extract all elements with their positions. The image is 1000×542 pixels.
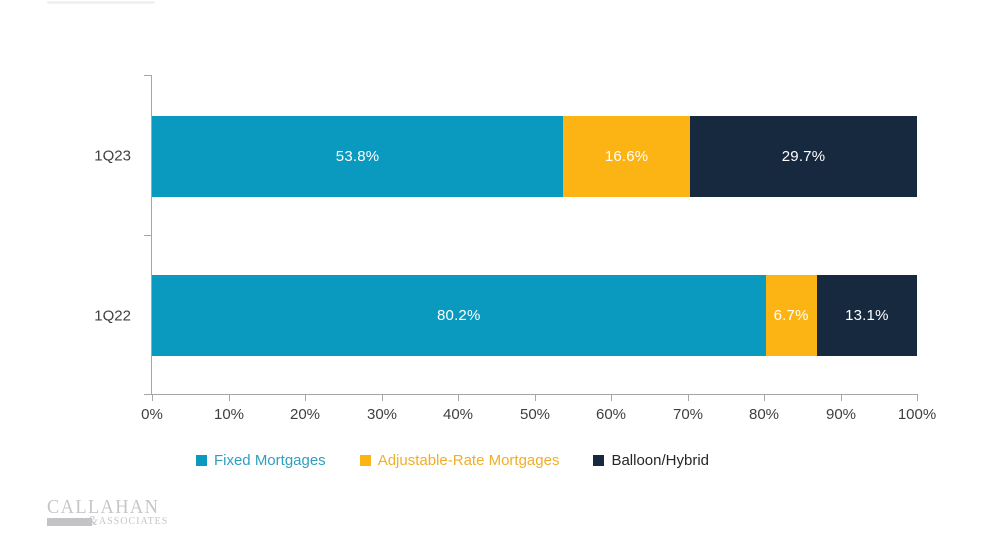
x-axis-tick — [229, 394, 230, 401]
x-axis-tick — [611, 394, 612, 401]
logo-associates-text: ASSOCIATES — [98, 516, 169, 527]
legend-item-fixed-mortgages: Fixed Mortgages — [195, 452, 326, 469]
data-label: 6.7% — [773, 307, 809, 324]
data-label: 13.1% — [845, 307, 889, 324]
legend-swatch-icon — [359, 455, 371, 466]
x-axis-tick — [841, 394, 842, 401]
legend-item-balloon-hybrid: Balloon/Hybrid — [593, 452, 709, 469]
y-axis-tick — [144, 75, 152, 76]
segment-1q22-adjustable-rate-mortgages: 6.7% — [765, 275, 817, 356]
x-axis-tick — [152, 394, 153, 401]
x-axis-tick — [305, 394, 306, 401]
x-axis-tick — [458, 394, 459, 401]
segment-1q23-balloon-hybrid: 29.7% — [690, 116, 917, 197]
data-label: 53.8% — [335, 148, 380, 165]
x-axis-label-40pct: 40% — [442, 406, 474, 423]
plot-area: 53.8% 16.6% 29.7% 80.2% 6.7% 13.1% 0% 10% 20% 30%… — [141, 75, 936, 423]
x-axis-tick — [535, 394, 536, 401]
segment-1q22-balloon-hybrid: 13.1% — [816, 275, 917, 356]
x-axis-label-0pct: 0% — [141, 406, 163, 423]
logo-bar-graphic — [47, 518, 92, 526]
x-axis-label-70pct: 70% — [672, 406, 704, 423]
legend-label: Balloon/Hybrid — [611, 452, 710, 469]
data-label: 80.2% — [436, 307, 481, 324]
category-label-1q23: 1Q23 — [94, 147, 131, 165]
x-axis-label-90pct: 90% — [825, 406, 857, 423]
x-axis-label-10pct: 10% — [213, 406, 245, 423]
x-axis-tick — [688, 394, 689, 401]
y-axis-tick — [144, 394, 152, 395]
x-axis-tick — [917, 394, 918, 401]
cropped-title-remnant — [47, 1, 155, 4]
x-axis-label-20pct: 20% — [289, 406, 321, 423]
legend-label: Adjustable-Rate Mortgages — [377, 452, 560, 469]
category-label-1q22: 1Q22 — [94, 307, 131, 325]
legend-item-adjustable-rate-mortgages: Adjustable-Rate Mortgages — [359, 452, 560, 469]
data-label: 16.6% — [604, 148, 649, 165]
logo-ampersand: & — [87, 514, 98, 529]
segment-1q22-fixed-mortgages: 80.2% — [152, 275, 766, 356]
logo-callahan-text: CALLAHAN — [47, 496, 160, 518]
bar-row-1q22: 80.2% 6.7% 13.1% — [152, 275, 917, 356]
x-axis-label-80pct: 80% — [748, 406, 780, 423]
x-axis-label-60pct: 60% — [595, 406, 627, 423]
logo-bottom-row: & ASSOCIATES — [47, 514, 169, 529]
chart-legend: Fixed Mortgages Adjustable-Rate Mortgages… — [0, 452, 905, 469]
x-axis-label-100pct: 100% — [897, 406, 937, 423]
callahan-associates-logo: CALLAHAN & ASSOCIATES — [47, 496, 169, 529]
x-axis-tick — [764, 394, 765, 401]
x-axis-tick — [382, 394, 383, 401]
x-axis-label-50pct: 50% — [519, 406, 551, 423]
legend-swatch-icon — [593, 455, 605, 466]
bar-row-1q23: 53.8% 16.6% 29.7% — [152, 116, 917, 197]
x-axis-label-30pct: 30% — [366, 406, 398, 423]
segment-1q23-fixed-mortgages: 53.8% — [152, 116, 564, 197]
legend-label: Fixed Mortgages — [213, 452, 326, 469]
legend-swatch-icon — [195, 455, 207, 466]
y-axis-tick — [144, 235, 152, 236]
segment-1q23-adjustable-rate-mortgages: 16.6% — [563, 116, 691, 197]
data-label: 29.7% — [781, 148, 826, 165]
